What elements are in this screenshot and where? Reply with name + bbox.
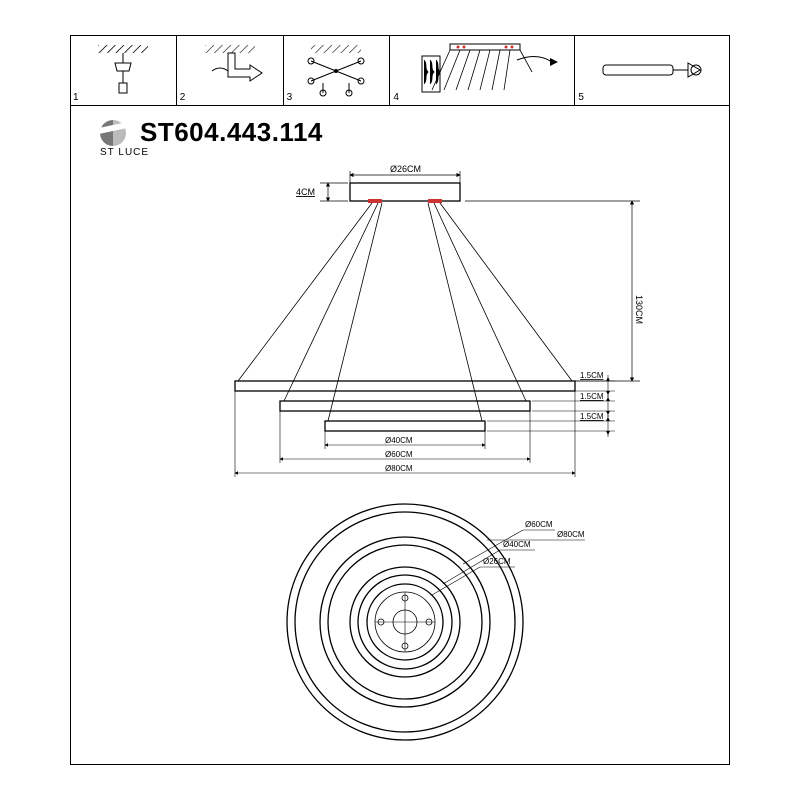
step-1-glyph [83, 43, 163, 97]
dim-ring3-dia: Ø80CM [385, 464, 413, 473]
step-number: 1 [73, 92, 79, 103]
dim-ring-thk-3: 1.5CM [580, 412, 604, 421]
brand-name: ST LUCE [100, 147, 149, 158]
step-number: 5 [578, 92, 584, 103]
step-5: 5 [575, 35, 730, 105]
plan-label-ring2: Ø60CM [525, 520, 553, 529]
dim-cable-len: 130CM [634, 295, 644, 324]
dim-canopy-h: 4CM [296, 187, 315, 197]
step-4: 4 [390, 35, 575, 105]
step-number: 4 [393, 92, 399, 103]
side-elevation: Ø26CM 4CM 130CM 1.5CM 1 [120, 165, 690, 485]
plan-label-ring1: Ø40CM [503, 540, 531, 549]
dim-ring-thk-2: 1.5CM [580, 392, 604, 401]
brand-logo [100, 120, 126, 146]
plan-view: Ø26CM Ø40CM Ø60CM Ø80CM [210, 490, 610, 755]
step-4-glyph [402, 42, 562, 98]
step-2-glyph [190, 43, 270, 97]
plan-label-ring3: Ø80CM [557, 530, 585, 539]
step-1: 1 [70, 35, 177, 105]
step-3-glyph [291, 43, 381, 97]
plan-label-canopy: Ø26CM [483, 557, 511, 566]
install-steps-strip: 1 2 3 [70, 35, 730, 106]
dim-ring1-dia: Ø40CM [385, 436, 413, 445]
product-code: ST604.443.114 [140, 117, 323, 148]
dim-ring2-dia: Ø60CM [385, 450, 413, 459]
dim-canopy-dia: Ø26CM [390, 165, 421, 174]
dim-ring-thk-1: 1.5CM [580, 371, 604, 380]
step-2: 2 [177, 35, 284, 105]
step-number: 3 [287, 92, 293, 103]
step-number: 2 [180, 92, 186, 103]
step-3: 3 [284, 35, 391, 105]
step-5-glyph [588, 43, 718, 97]
